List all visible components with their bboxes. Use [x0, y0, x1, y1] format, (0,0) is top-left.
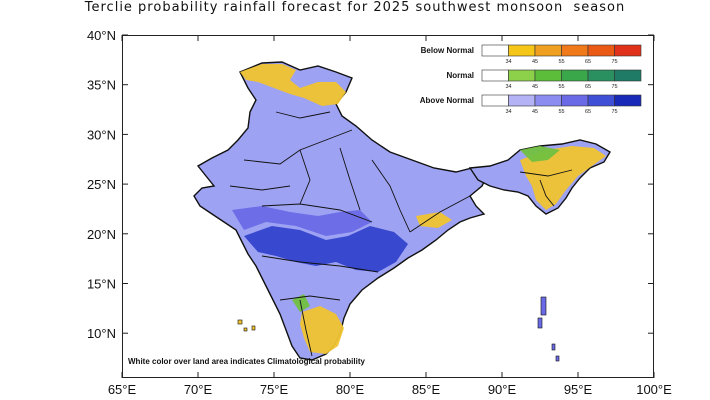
legend-tick-label: 65 — [585, 109, 591, 115]
boundary-line — [279, 295, 341, 301]
boundary-line — [539, 179, 555, 207]
boundary-line — [371, 159, 411, 233]
x-tick-label: 65°E — [108, 382, 137, 397]
legend-tick-label: 45 — [532, 59, 538, 65]
legend-swatch — [534, 94, 562, 107]
x-tick-label: 90°E — [488, 382, 517, 397]
below-normal-east-patch — [416, 212, 452, 228]
y-tick-label: 30°N — [87, 127, 116, 142]
legend-swatch — [481, 94, 509, 107]
legend-swatch — [561, 44, 589, 57]
andaman-island — [540, 296, 547, 316]
lakshadweep-island — [237, 319, 243, 325]
legend-swatch — [587, 69, 615, 82]
map-title: Terclie probability rainfall forecast fo… — [84, 0, 626, 15]
x-tick-label: 75°E — [260, 382, 289, 397]
y-tick-label: 25°N — [87, 177, 116, 192]
y-axis-labels: 40°N 35°N 30°N 25°N 20°N 15°N 10°N — [87, 28, 116, 341]
boundary-line — [519, 169, 573, 177]
y-tick-label: 20°N — [87, 227, 116, 242]
legend-tick-label: 34 — [505, 59, 511, 65]
islands — [237, 296, 560, 362]
legend-tick-label: 55 — [558, 84, 564, 90]
legend-swatch — [587, 94, 615, 107]
above-normal-medium-west — [232, 206, 372, 236]
y-tick-label: 40°N — [87, 28, 116, 43]
boundary-line — [409, 195, 471, 233]
legend-tick-label: 45 — [532, 109, 538, 115]
normal-northeast — [520, 146, 560, 162]
x-tick-label: 100°E — [636, 382, 672, 397]
x-tick-label: 95°E — [564, 382, 593, 397]
axis-ticks — [121, 34, 655, 378]
x-tick-label: 80°E — [336, 382, 365, 397]
x-tick-label: 70°E — [184, 382, 213, 397]
legend-swatch — [614, 94, 642, 107]
x-axis-labels: 65°E 70°E 75°E 80°E 85°E 90°E 95°E 100°E — [108, 382, 672, 397]
legend-tick-label: 34 — [505, 84, 511, 90]
y-tick-label: 15°N — [87, 277, 116, 292]
legend-swatch — [508, 94, 536, 107]
below-normal-north — [240, 64, 346, 106]
legend-tick-label: 45 — [532, 84, 538, 90]
lakshadweep-island-3 — [251, 325, 256, 331]
legend-swatch — [534, 69, 562, 82]
above-normal-strong-central — [244, 226, 408, 272]
legend-swatch — [481, 69, 509, 82]
legend-tick-label: 55 — [558, 109, 564, 115]
legend-tick-label: 75 — [611, 84, 617, 90]
india-mainland — [193, 61, 489, 361]
lakshadweep-island-2 — [243, 327, 248, 332]
boundary-line — [229, 185, 291, 191]
legend-tick-label: 65 — [585, 84, 591, 90]
andaman-island-2 — [537, 317, 543, 329]
legend-swatch — [587, 44, 615, 57]
boundary-line — [275, 111, 331, 119]
state-boundaries — [229, 111, 573, 357]
legend-swatch — [614, 69, 642, 82]
below-normal-northeast — [520, 146, 606, 210]
legend-tick-label: 65 — [585, 59, 591, 65]
below-normal-south — [300, 306, 344, 354]
legend-category-label: Above Normal — [420, 96, 474, 105]
x-tick-label: 85°E — [412, 382, 441, 397]
legend-swatch — [614, 44, 642, 57]
boundary-line — [299, 299, 313, 357]
legend-tick-label: 75 — [611, 109, 617, 115]
boundary-line — [339, 147, 361, 211]
legend-swatch — [534, 44, 562, 57]
y-tick-label: 10°N — [87, 326, 116, 341]
boundary-line — [261, 255, 379, 273]
legend-category-label: Below Normal — [421, 46, 474, 55]
forecast-patches — [232, 64, 606, 354]
nicobar-island — [551, 343, 556, 351]
y-tick-label: 35°N — [87, 78, 116, 93]
legend-swatch — [508, 69, 536, 82]
map-note: White color over land area indicates Cli… — [128, 357, 365, 366]
nicobar-island-2 — [555, 355, 560, 362]
legend-category-label: Normal — [446, 71, 474, 80]
legend: Below Normal 34 45 55 65 75 Normal 34 45 55 65 75 Ab… — [420, 44, 642, 115]
boundary-line — [261, 203, 373, 223]
legend-tick-label: 34 — [505, 109, 511, 115]
boundary-line — [299, 149, 311, 205]
legend-swatch — [561, 69, 589, 82]
legend-swatch — [481, 44, 509, 57]
legend-tick-label: 75 — [611, 59, 617, 65]
legend-tick-label: 55 — [558, 59, 564, 65]
legend-swatch — [561, 94, 589, 107]
legend-swatch — [508, 44, 536, 57]
